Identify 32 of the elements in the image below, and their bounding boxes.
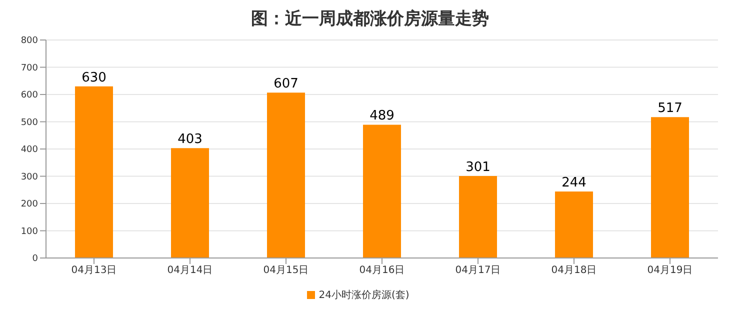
y-tick-label: 700 [20, 63, 38, 74]
data-label: 630 [82, 70, 106, 86]
y-tick-label: 400 [20, 145, 38, 156]
x-tick-label: 04月13日 [71, 265, 117, 276]
x-tick-label: 04月18日 [551, 265, 597, 276]
bar [459, 176, 497, 258]
legend-label: 24小时涨价房源(套) [318, 290, 410, 301]
bar [555, 192, 593, 258]
data-label: 301 [466, 160, 490, 175]
data-label: 607 [274, 76, 298, 92]
bar [267, 92, 305, 258]
y-tick-label: 800 [20, 36, 38, 46]
bar [363, 124, 401, 258]
y-tick-label: 100 [20, 226, 38, 237]
y-tick-label: 300 [20, 172, 38, 182]
data-label: 403 [178, 132, 202, 148]
x-tick-label: 04月14日 [167, 265, 213, 276]
chart-title: 图：近一周成都涨价房源量走势 [250, 8, 490, 30]
x-tick-label: 04月17日 [455, 265, 501, 276]
data-label: 489 [370, 108, 394, 124]
y-tick-label: 600 [20, 90, 38, 101]
data-label: 244 [562, 176, 586, 191]
bar [651, 117, 689, 258]
y-tick-label: 500 [20, 118, 38, 128]
y-tick-label: 200 [20, 200, 38, 210]
bar [75, 86, 113, 258]
x-tick-label: 04月16日 [359, 265, 405, 276]
y-tick-label: 0 [32, 254, 38, 264]
x-tick-label: 04月15日 [263, 265, 309, 276]
bar [171, 148, 209, 258]
x-tick-label: 04月19日 [647, 265, 693, 276]
data-label: 517 [658, 101, 682, 116]
